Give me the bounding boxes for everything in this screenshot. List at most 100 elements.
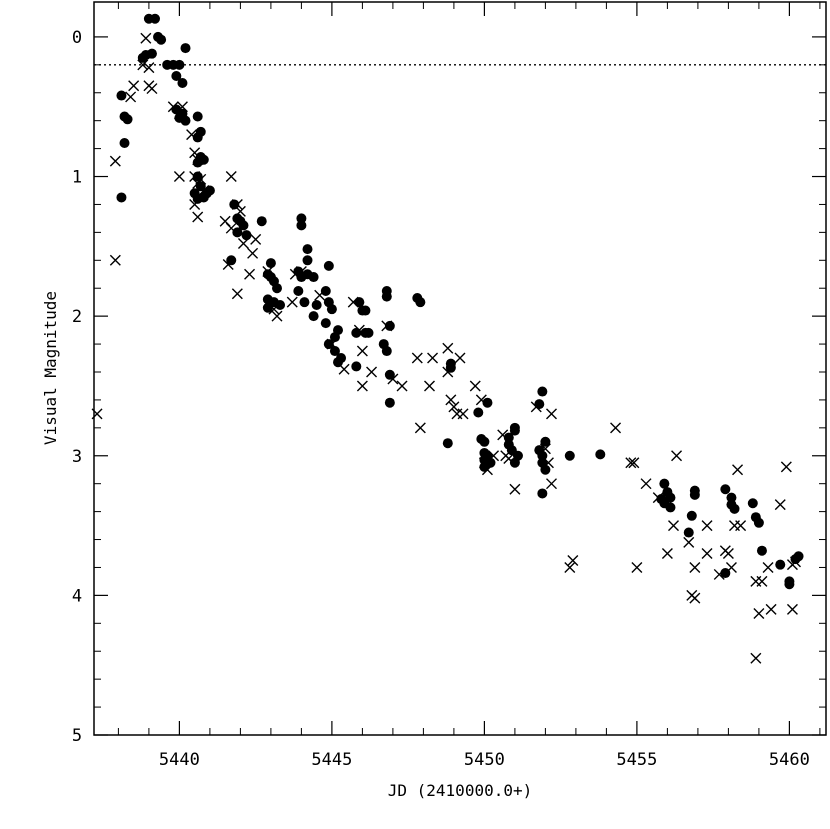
data-point-cross <box>765 603 777 615</box>
data-point-circle <box>384 369 395 380</box>
data-point-cross <box>722 548 734 559</box>
plot-frame <box>93 1 827 736</box>
data-point-circle <box>595 449 606 460</box>
data-point-cross <box>539 443 551 455</box>
data-point-cross <box>564 561 576 573</box>
data-point-cross <box>189 147 201 159</box>
data-point-circle <box>116 192 127 203</box>
data-point-cross <box>109 155 121 167</box>
data-point-cross <box>176 101 188 113</box>
data-point-circle <box>171 70 182 81</box>
data-point-cross <box>143 62 155 74</box>
axis-ticks: 5440 5445 5450 5455 5460 0 1 2 3 4 5 <box>72 2 826 770</box>
data-point-cross <box>128 80 140 92</box>
data-point-circle <box>384 320 395 331</box>
data-point-circle <box>686 510 697 521</box>
data-point-circle <box>192 132 203 143</box>
x-tick-label: 5455 <box>616 750 657 770</box>
data-point-cross <box>500 450 512 462</box>
data-point-cross <box>414 422 426 434</box>
data-point-cross <box>725 561 737 573</box>
data-point-cross <box>780 461 792 473</box>
data-point-cross <box>173 171 185 183</box>
data-point-circle <box>326 304 337 315</box>
y-tick-label: 0 <box>72 28 82 48</box>
data-point-circle <box>793 551 804 562</box>
x-tick-label: 5450 <box>464 750 505 770</box>
data-point-circle <box>381 291 392 302</box>
data-point-circle <box>729 503 740 514</box>
data-point-circle <box>381 346 392 357</box>
y-axis-label: Visual Magnitude <box>41 291 60 445</box>
x-tick-label: 5440 <box>159 750 200 770</box>
data-point-cross <box>469 380 481 392</box>
data-point-cross <box>786 603 798 615</box>
data-point-cross <box>225 171 237 183</box>
data-point-circle <box>363 327 374 338</box>
data-point-circle <box>226 255 237 266</box>
data-point-cross <box>271 310 283 322</box>
data-point-cross <box>488 450 500 462</box>
data-point-cross <box>689 561 701 573</box>
data-point-cross <box>652 492 664 504</box>
data-point-cross <box>222 258 234 270</box>
data-point-cross <box>628 457 640 469</box>
data-point-cross <box>546 408 557 420</box>
data-point-circle <box>311 299 322 310</box>
data-point-cross <box>701 548 713 559</box>
data-point-circle <box>537 488 548 499</box>
data-point-circle <box>683 527 694 538</box>
data-point-cross <box>295 265 307 277</box>
data-point-circle <box>323 260 334 271</box>
data-point-circle <box>473 407 484 418</box>
data-point-circle <box>659 478 670 489</box>
data-point-cross <box>173 108 185 120</box>
y-tick-label: 5 <box>72 726 82 746</box>
data-point-cross <box>366 366 378 378</box>
data-point-circle <box>689 489 700 500</box>
data-point-circle <box>360 305 371 316</box>
data-point-circle <box>308 311 319 322</box>
data-point-circle <box>415 297 426 308</box>
data-point-cross <box>683 536 695 548</box>
data-point-cross <box>448 401 460 413</box>
data-point-cross <box>546 478 557 490</box>
data-point-circle <box>146 48 157 59</box>
data-point-circle <box>540 464 551 475</box>
data-point-circle <box>320 286 331 297</box>
data-point-cross <box>356 380 368 392</box>
data-point-cross <box>137 59 149 71</box>
data-point-circle <box>540 436 551 447</box>
data-point-circle <box>351 361 362 372</box>
data-point-cross <box>661 548 673 559</box>
data-point-cross <box>387 373 399 385</box>
data-point-cross <box>186 129 198 141</box>
data-point-cross <box>756 575 768 587</box>
data-point-cross <box>262 265 274 277</box>
data-point-cross <box>125 91 137 103</box>
data-point-circle <box>329 346 340 357</box>
data-point-circle <box>238 220 249 231</box>
data-point-cross <box>610 422 622 434</box>
data-point-cross <box>542 457 554 469</box>
data-point-cross <box>244 268 256 280</box>
data-point-cross <box>195 173 207 185</box>
data-point-circle <box>784 579 795 590</box>
data-point-cross <box>475 394 487 406</box>
data-point-cross <box>478 457 490 469</box>
data-point-circle <box>302 255 313 266</box>
data-point-cross <box>442 342 454 354</box>
data-point-circle <box>753 517 764 528</box>
data-point-cross <box>713 568 725 580</box>
data-point-cross <box>445 394 457 406</box>
data-point-circle <box>293 286 304 297</box>
data-point-cross <box>481 464 493 476</box>
y-tick-label: 1 <box>72 168 82 188</box>
data-point-circle <box>384 397 395 408</box>
data-point-circle <box>329 332 340 343</box>
data-point-circle <box>564 450 575 461</box>
data-point-cross <box>192 211 204 223</box>
data-point-circle <box>204 185 215 196</box>
data-point-cross <box>198 184 210 196</box>
